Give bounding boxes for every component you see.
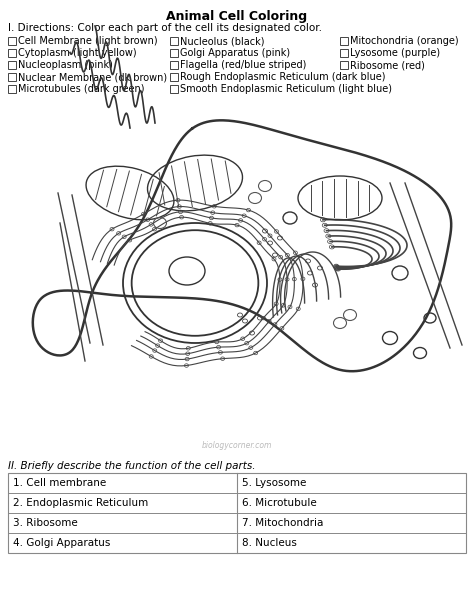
Text: 8. Nucleus: 8. Nucleus xyxy=(242,538,297,548)
Bar xyxy=(8,85,16,93)
Bar xyxy=(8,73,16,81)
Text: Golgi Apparatus (pink): Golgi Apparatus (pink) xyxy=(180,48,290,58)
Text: 4. Golgi Apparatus: 4. Golgi Apparatus xyxy=(13,538,110,548)
Text: 7. Mitochondria: 7. Mitochondria xyxy=(242,518,323,528)
Bar xyxy=(170,73,178,81)
Bar xyxy=(8,37,16,45)
Bar xyxy=(340,49,348,57)
Text: 6. Microtubule: 6. Microtubule xyxy=(242,498,317,508)
Text: Lysosome (purple): Lysosome (purple) xyxy=(350,48,440,58)
Bar xyxy=(170,85,178,93)
Text: 1. Cell membrane: 1. Cell membrane xyxy=(13,478,106,488)
Bar xyxy=(8,49,16,57)
Bar xyxy=(340,61,348,69)
Text: II. Briefly describe the function of the cell parts.: II. Briefly describe the function of the… xyxy=(8,461,255,471)
Text: Animal Cell Coloring: Animal Cell Coloring xyxy=(166,10,308,23)
Bar xyxy=(8,61,16,69)
Text: Cytoplasm (light yellow): Cytoplasm (light yellow) xyxy=(18,48,137,58)
Text: Nucleolus (black): Nucleolus (black) xyxy=(180,36,264,46)
Text: Nuclear Membrane (dk brown): Nuclear Membrane (dk brown) xyxy=(18,72,167,82)
Bar xyxy=(170,37,178,45)
Bar xyxy=(8,473,466,553)
Bar xyxy=(170,49,178,57)
Bar xyxy=(340,37,348,45)
Text: Rough Endoplasmic Reticulum (dark blue): Rough Endoplasmic Reticulum (dark blue) xyxy=(180,72,385,82)
Text: Ribosome (red): Ribosome (red) xyxy=(350,60,425,70)
Text: I. Directions: Color each part of the cell its designated color.: I. Directions: Color each part of the ce… xyxy=(8,23,322,33)
Text: 5. Lysosome: 5. Lysosome xyxy=(242,478,306,488)
Text: Microtubules (dark green): Microtubules (dark green) xyxy=(18,84,145,94)
Text: Flagella (red/blue striped): Flagella (red/blue striped) xyxy=(180,60,306,70)
Text: 3. Ribosome: 3. Ribosome xyxy=(13,518,78,528)
Text: Mitochondria (orange): Mitochondria (orange) xyxy=(350,36,459,46)
Text: Nucleoplasm (pink): Nucleoplasm (pink) xyxy=(18,60,113,70)
Text: 2. Endoplasmic Reticulum: 2. Endoplasmic Reticulum xyxy=(13,498,148,508)
Text: Smooth Endoplasmic Reticulum (light blue): Smooth Endoplasmic Reticulum (light blue… xyxy=(180,84,392,94)
Text: Cell Membrane (light brown): Cell Membrane (light brown) xyxy=(18,36,158,46)
Text: biologycorner.com: biologycorner.com xyxy=(202,441,272,451)
Bar xyxy=(170,61,178,69)
Polygon shape xyxy=(33,120,451,371)
